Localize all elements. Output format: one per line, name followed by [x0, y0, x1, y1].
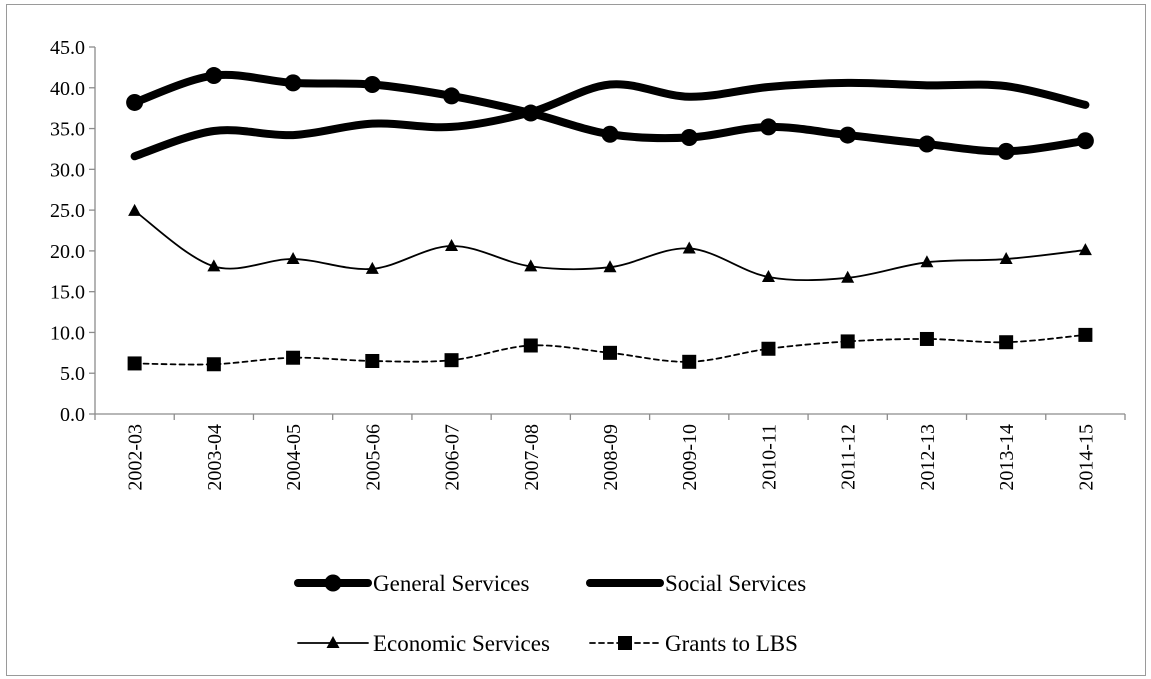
general-services-point	[126, 93, 144, 111]
x-tick-label: 2009-10	[679, 424, 701, 491]
general-services-point	[918, 135, 936, 153]
y-tick-label: 30.0	[50, 159, 85, 181]
x-tick-label: 2012-13	[917, 424, 939, 491]
general-services-point	[363, 76, 381, 94]
x-tick-label: 2014-15	[1075, 424, 1097, 491]
legend: General Services Social Services Economic …	[294, 571, 806, 656]
x-tick-label: 2004-05	[283, 424, 305, 491]
y-axis-ticks: 0.0 5.0 10.0 15.0 20.0 25.0 30.0 35.0 40.0 45.0	[50, 37, 95, 426]
series-economic-services	[128, 203, 1092, 283]
economic-services-point	[920, 255, 934, 268]
grants-to-lbs-point	[127, 356, 142, 371]
legend-label: Grants to LBS	[665, 631, 798, 656]
economic-services-point	[603, 260, 617, 273]
economic-services-point	[128, 203, 142, 216]
y-tick-label: 0.0	[60, 404, 85, 426]
y-tick-label: 45.0	[50, 37, 85, 59]
economic-services-point	[286, 252, 300, 265]
legend-marker	[618, 636, 632, 650]
x-tick-label: 2010-11	[758, 424, 780, 490]
x-axis-ticks: 2002-03 2003-04 2004-05 2005-06 2006-07 2007-…	[94, 414, 1126, 491]
y-tick-label: 20.0	[50, 241, 85, 263]
x-tick-label: 2003-04	[204, 424, 226, 491]
economic-services-point	[445, 238, 459, 251]
economic-services-point	[524, 259, 538, 272]
legend-label: Social Services	[665, 571, 806, 596]
economic-services-point	[365, 261, 379, 274]
x-tick-label: 2007-08	[521, 424, 543, 491]
legend-item-grants-to-lbs: Grants to LBS	[589, 631, 798, 656]
general-services-point	[839, 126, 857, 144]
grants-to-lbs-point	[1078, 327, 1093, 342]
y-tick-label: 35.0	[50, 119, 85, 141]
economic-services-point	[841, 270, 855, 283]
x-tick-label: 2005-06	[362, 424, 384, 491]
general-services-point	[1076, 132, 1094, 150]
grants-to-lbs-point	[682, 354, 697, 369]
grants-to-lbs-point	[523, 338, 538, 353]
grants-to-lbs-point	[999, 335, 1014, 350]
legend-item-social-services: Social Services	[586, 571, 806, 596]
grants-to-lbs-point	[444, 353, 459, 368]
y-tick-label: 40.0	[50, 78, 85, 100]
grants-to-lbs-point	[365, 353, 380, 368]
economic-services-point	[682, 241, 696, 254]
general-services-point	[759, 118, 777, 136]
chart-frame	[6, 4, 1146, 676]
economic-services-point	[999, 252, 1013, 265]
legend-marker	[324, 574, 342, 592]
legend-item-general-services: General Services	[294, 571, 530, 596]
grants-to-lbs-point	[603, 345, 617, 360]
grants-to-lbs-point	[919, 331, 934, 346]
x-tick-label: 2006-07	[442, 424, 464, 491]
general-services-point	[205, 67, 223, 85]
grants-to-lbs-point	[761, 341, 776, 356]
general-services-point	[680, 129, 698, 147]
y-tick-label: 10.0	[50, 322, 85, 344]
grants-to-lbs-point	[206, 357, 221, 372]
grants-to-lbs-point	[840, 334, 855, 349]
series-grants-to-lbs	[127, 327, 1093, 372]
economic-services-point	[1078, 243, 1092, 256]
y-tick-label: 5.0	[60, 363, 85, 385]
general-services-point	[443, 87, 461, 105]
series-social-services	[130, 78, 1090, 161]
economic-services-point	[207, 259, 221, 272]
legend-marker	[326, 636, 340, 648]
x-tick-label: 2011-12	[838, 424, 860, 490]
y-tick-label: 25.0	[50, 200, 85, 222]
legend-label: General Services	[373, 571, 530, 596]
y-tick-label: 15.0	[50, 282, 85, 304]
x-tick-label: 2002-03	[125, 424, 147, 491]
general-services-point	[284, 74, 302, 92]
economic-services-point	[761, 269, 775, 282]
x-tick-label: 2008-09	[600, 424, 622, 491]
series-group	[126, 67, 1094, 372]
grants-to-lbs-point	[286, 350, 301, 365]
axes	[94, 47, 1125, 415]
social-services-line	[130, 78, 1090, 161]
general-services-point	[601, 125, 619, 143]
legend-item-economic-services: Economic Services	[297, 631, 550, 656]
legend-label: Economic Services	[373, 631, 550, 656]
general-services-point	[997, 142, 1015, 160]
x-tick-label: 2013-14	[996, 424, 1018, 491]
